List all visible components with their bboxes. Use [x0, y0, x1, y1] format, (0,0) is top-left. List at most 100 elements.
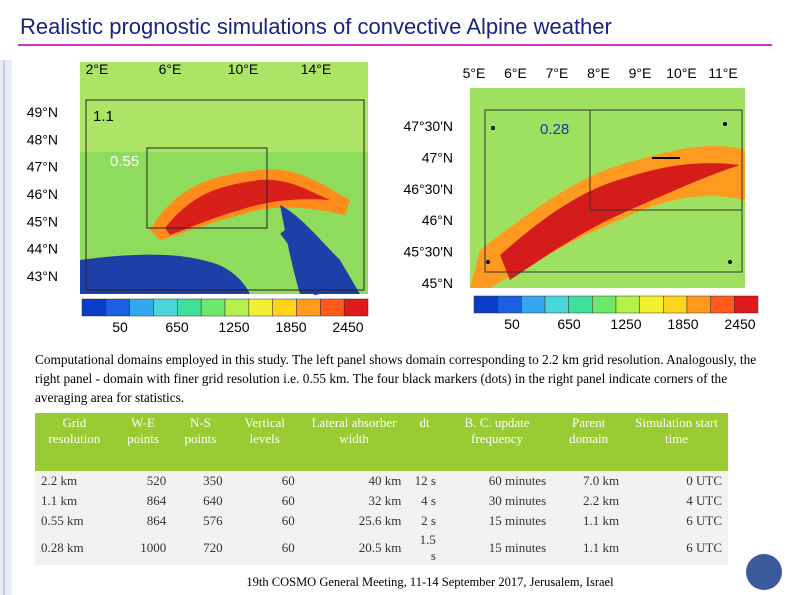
x-tick-label: 6°E	[504, 65, 527, 81]
table-cell: 0.28 km	[35, 531, 114, 565]
table-header-cell: B. C. update frequency	[441, 413, 553, 471]
table-cell: 864	[113, 491, 173, 511]
y-tick-label: 47°N	[27, 159, 58, 175]
y-tick-label: 46°N	[27, 186, 58, 202]
colorbar-cell	[224, 298, 250, 317]
table-header-cell: Parent domain	[552, 413, 626, 471]
y-tick-label: 48°N	[27, 131, 58, 147]
table-header-cell: Lateral absorber width	[300, 413, 408, 471]
table-cell: 32 km	[300, 491, 408, 511]
table-cell: 60	[228, 491, 301, 511]
table-cell: 576	[172, 511, 229, 531]
table-cell: 60 minutes	[441, 471, 553, 491]
y-tick-label: 43°N	[27, 268, 58, 284]
colorbar-label: 50	[112, 319, 128, 335]
table-cell: 1000	[113, 531, 173, 565]
colorbar-cell	[343, 298, 369, 317]
table-cell: 1.1 km	[35, 491, 114, 511]
colorbar-cell	[320, 298, 345, 317]
table-cell: 15 minutes	[441, 511, 553, 531]
table-cell: 25.6 km	[300, 511, 408, 531]
colorbar-label: 1850	[667, 316, 698, 332]
x-tick-label: 5°E	[463, 65, 486, 81]
table-cell: 60	[228, 471, 301, 491]
table-cell: 1.1 km	[552, 531, 626, 565]
colorbar-cell	[615, 295, 640, 314]
colorbar-cell	[497, 295, 522, 314]
table-cell: 350	[172, 471, 229, 491]
table-cell: 0.55 km	[35, 511, 114, 531]
y-tick-label: 46°N	[422, 212, 453, 228]
right-map	[470, 88, 745, 288]
x-tick-label: 8°E	[587, 65, 610, 81]
table-cell: 1.5 s	[407, 531, 442, 565]
table-cell: 15 minutes	[441, 531, 553, 565]
colorbar-cell	[521, 295, 546, 314]
table-cell: 60	[228, 511, 301, 531]
y-tick-label: 47°30'N	[403, 118, 453, 134]
colorbar-label: 1250	[610, 316, 641, 332]
footer: 19th COSMO General Meeting, 11-14 Septem…	[246, 575, 614, 589]
colorbar-cell	[153, 298, 178, 317]
table-cell: 2.2 km	[35, 471, 114, 491]
colorbar-label: 2450	[332, 319, 363, 335]
colorbar-label: 1250	[218, 319, 249, 335]
table-header-cell: Simulation start time	[625, 413, 728, 471]
box-label: 0.55	[110, 153, 139, 170]
table-cell: 2.2 km	[552, 491, 626, 511]
colorbar-cell	[592, 295, 617, 314]
table-cell: 864	[113, 511, 173, 531]
table-cell: 520	[113, 471, 173, 491]
colorbar-cell	[686, 295, 711, 314]
table: Grid resolution W-E points N-S points Verti…	[35, 413, 728, 565]
table-cell: 7.0 km	[552, 471, 626, 491]
caption: Computational domains employed in this s…	[35, 352, 757, 405]
x-tick-label: 14°E	[301, 61, 332, 77]
table-row: 0.28 km 1000 720 60 20.5 km 1.5 s 15 minutes 1.…	[35, 531, 728, 565]
colorbar-cell	[473, 295, 498, 314]
y-tick-label: 45°N	[422, 275, 453, 291]
table-cell: 720	[172, 531, 229, 565]
x-tick-label: 10°E	[666, 65, 697, 81]
table-cell: 30 minutes	[441, 491, 553, 511]
left-map	[80, 62, 368, 296]
colorbar-cell	[296, 298, 321, 317]
colorbar-cell	[568, 295, 593, 314]
colorbar-cell	[177, 298, 202, 317]
table-cell: 640	[172, 491, 229, 511]
x-tick-label: 11°E	[708, 65, 737, 81]
table-cell: 6 UTC	[625, 511, 728, 531]
colorbar-cell	[639, 295, 664, 314]
table-header-cell: W-E points	[113, 413, 173, 471]
colorbar-label: 650	[557, 316, 581, 332]
table-header-cell: N-S points	[172, 413, 229, 471]
table-header-cell: Grid resolution	[35, 413, 114, 471]
table-cell: 0 UTC	[625, 471, 728, 491]
y-tick-label: 49°N	[27, 104, 58, 120]
colorbar-label: 50	[504, 316, 520, 332]
colorbar-label: 650	[165, 319, 189, 335]
table-cell: 1.1 km	[552, 511, 626, 531]
x-tick-label: 2°E	[86, 61, 109, 77]
table-cell: 20.5 km	[300, 531, 408, 565]
colorbar-cell	[663, 295, 688, 314]
table-cell: 2 s	[407, 511, 442, 531]
colorbar-cell	[544, 295, 569, 314]
x-tick-label: 9°E	[629, 65, 652, 81]
table-cell: 4 UTC	[625, 491, 728, 511]
table-row: 2.2 km 520 350 60 40 km 12 s 60 minutes 7.0 km 0…	[35, 471, 728, 491]
x-tick-label: 7°E	[546, 65, 569, 81]
colorbar-cell	[200, 298, 226, 317]
box-label: 1.1	[93, 108, 114, 125]
colorbar-cell	[248, 298, 273, 317]
table-cell: 4 s	[407, 491, 442, 511]
colorbar-cell	[129, 298, 154, 317]
y-tick-label: 45°30'N	[403, 244, 453, 260]
colorbar-cell	[105, 298, 130, 317]
table-row: 1.1 km 864 640 60 32 km 4 s 30 minutes 2.2 km 4 …	[35, 491, 728, 511]
slide-title: Realistic prognostic simulations of conv…	[20, 14, 612, 39]
x-tick-label: 6°E	[159, 61, 182, 77]
x-tick-label: 10°E	[228, 61, 259, 77]
